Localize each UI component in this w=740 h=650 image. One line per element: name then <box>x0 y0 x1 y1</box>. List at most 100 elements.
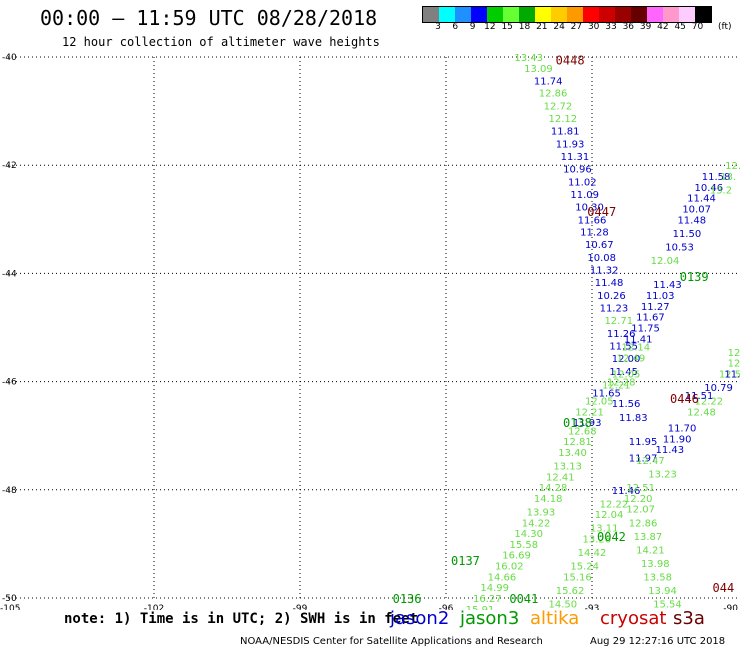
color-scale-bar <box>422 6 712 23</box>
x-axis-label: -105 <box>0 604 20 610</box>
wave-height-value: 13.93 <box>527 507 556 518</box>
pass-time-tag: 0041 <box>509 592 538 606</box>
wave-height-value: 12.22 <box>694 397 723 408</box>
legend-cryosat: cryosat <box>600 608 667 629</box>
color-scale-labels: 3 6 9 12 15 18 21 24 27 30 33 36 39 42 45 70 (ft) <box>422 22 740 34</box>
pass-time-tag: 0138 <box>563 416 592 430</box>
wave-height-value: 11.50 <box>673 229 702 240</box>
wave-height-value: 10.53 <box>665 242 694 253</box>
wave-height-value: 15.54 <box>653 599 682 610</box>
wave-height-value: 11.26 <box>607 329 636 340</box>
wave-height-value: 13.13 <box>553 461 582 472</box>
color-swatch <box>567 7 583 22</box>
wave-height-value: 13.26 <box>583 534 612 545</box>
wave-height-value: 11.28 <box>580 228 609 239</box>
wave-height-value: 16.69 <box>502 551 531 562</box>
color-scale-tick: 18 <box>518 22 531 32</box>
legend-jason2: jason2 <box>390 608 450 629</box>
color-swatch <box>487 7 503 22</box>
wave-height-value: 12. <box>728 348 740 359</box>
wave-height-value: 12.68 <box>568 426 597 437</box>
wave-height-value: 11.70 <box>668 424 697 435</box>
wave-height-value: 10.96 <box>563 164 592 175</box>
wave-height-value: 11.93 <box>573 418 602 429</box>
wave-height-value: 13.98 <box>641 559 670 570</box>
wave-height-value: 12.14 <box>621 342 650 353</box>
wave-height-value: 14.99 <box>480 583 509 594</box>
color-scale-tick: 6 <box>452 22 459 32</box>
wave-height-value: 14.21 <box>636 545 665 556</box>
color-swatch <box>631 7 647 22</box>
wave-height-value: 11.66 <box>578 215 607 226</box>
color-scale-tick: 21 <box>536 22 548 32</box>
wave-height-value: 12.05 <box>585 397 614 408</box>
wave-height-value: 11.23 <box>600 303 629 314</box>
wave-height-value: 16.02 <box>495 562 524 573</box>
color-scale-tick: 27 <box>570 22 583 32</box>
x-axis-label: -93 <box>585 604 600 610</box>
wave-height-value: 11.55 <box>609 341 638 352</box>
wave-height-value: 11.31 <box>561 152 590 163</box>
y-axis-label: -50 <box>2 594 17 604</box>
wave-height-value: 11.43 <box>656 445 685 456</box>
wave-height-value: 14.50 <box>548 599 577 610</box>
color-swatch <box>423 7 439 22</box>
wave-height-value: 11.51 <box>685 391 714 402</box>
y-axis-label: -48 <box>2 486 17 496</box>
wave-height-value: 13.58 <box>643 572 672 583</box>
color-scale-tick: 12 <box>484 22 496 32</box>
wave-height-value: 14.66 <box>488 572 517 583</box>
wave-height-value: 12.49 <box>617 353 646 364</box>
wave-height-value: 11.32 <box>590 266 619 277</box>
wave-height-value: 11.03 <box>646 291 675 302</box>
wave-height-value: 11.65 <box>592 388 621 399</box>
wave-height-value: 12.07 <box>626 505 655 516</box>
wave-height-value: 13.87 <box>634 532 663 543</box>
altimeter-map: -40 -42 -44 -46 -48 -50-105 -102 -99 -96 -93 -90 13… <box>0 53 740 610</box>
color-scale-tick: 24 <box>553 22 565 32</box>
wave-height-value: 12.47 <box>636 456 665 467</box>
wave-height-value: 11.83 <box>619 413 648 424</box>
color-swatch <box>519 7 535 22</box>
color-swatch <box>471 7 487 22</box>
color-swatch <box>535 7 551 22</box>
color-scale-unit: (ft) <box>718 22 732 32</box>
color-scale-tick: 3 <box>435 22 441 32</box>
wave-height-value: 11.41 <box>624 334 653 345</box>
wave-height-value: 16.27 <box>473 594 502 605</box>
wave-height-value: 12.20 <box>624 494 653 505</box>
y-axis-label: -44 <box>2 269 17 279</box>
wave-height-value: 13. <box>720 172 736 183</box>
wave-height-value: 11.09 <box>570 190 599 201</box>
color-scale-tick: 30 <box>587 22 600 32</box>
wave-height-value: 10.08 <box>587 253 616 264</box>
color-swatch <box>615 7 631 22</box>
color-swatch <box>551 7 567 22</box>
wave-height-value: 12.71 <box>604 316 633 327</box>
wave-height-value: 15.91 <box>466 605 495 610</box>
wave-height-value: 11.95 <box>629 437 658 448</box>
color-swatch <box>647 7 663 22</box>
color-swatch <box>439 7 455 22</box>
pass-time-tag: 0136 <box>393 592 422 606</box>
pass-time-tag: 0447 <box>587 205 616 219</box>
wave-height-value: 12.48 <box>687 407 716 418</box>
wave-height-value: 13.40 <box>558 448 587 459</box>
wave-height-value: 11.46 <box>612 486 641 497</box>
wave-height-value: 11.90 <box>663 434 692 445</box>
wave-height-value: 13.23 <box>648 470 677 481</box>
wave-height-value: 12.81 <box>563 437 592 448</box>
wave-height-value: 11.0 <box>724 369 740 380</box>
wave-height-value: 12. <box>728 359 740 370</box>
pass-time-tag: 0448 <box>556 54 585 68</box>
wave-height-value: 11.48 <box>595 278 624 289</box>
wave-height-value: 11.58 <box>702 172 731 183</box>
x-axis-label: -102 <box>144 604 164 610</box>
x-axis-label: -99 <box>293 604 308 610</box>
wave-height-value: 14.18 <box>534 494 563 505</box>
pass-time-tag: 0446 <box>670 392 699 406</box>
color-scale-tick: 9 <box>469 22 476 32</box>
wave-height-value: 10.30 <box>575 202 604 213</box>
color-swatch <box>455 7 471 22</box>
wave-height-value: 12.28 <box>607 378 636 389</box>
